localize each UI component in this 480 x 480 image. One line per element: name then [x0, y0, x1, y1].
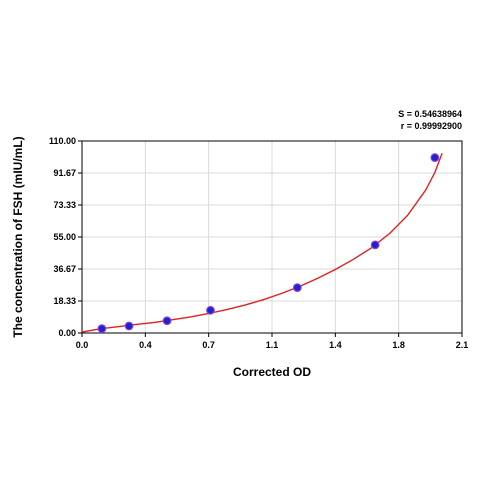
correlation-annotation: r = 0.99992900 — [401, 121, 462, 131]
x-tick-label: 2.1 — [456, 340, 469, 350]
x-tick-label: 0.7 — [202, 340, 215, 350]
x-tick-label: 1.8 — [392, 340, 405, 350]
y-tick-label: 55.00 — [53, 232, 76, 242]
y-tick-label: 110.00 — [49, 136, 76, 146]
plot-frame — [81, 140, 463, 334]
y-tick-label: 91.67 — [53, 168, 76, 178]
data-point — [162, 316, 172, 326]
y-tick-label: 36.67 — [53, 264, 76, 274]
y-tick-label: 0.00 — [58, 328, 76, 338]
grid-lines — [82, 141, 462, 333]
x-tick-label: 1.1 — [266, 340, 279, 350]
axes — [78, 140, 463, 337]
x-axis-title: Corrected OD — [233, 365, 311, 379]
data-point — [206, 305, 215, 315]
data-point — [124, 321, 134, 331]
data-point — [97, 324, 107, 334]
x-tick-label: 0.0 — [76, 340, 89, 350]
slope-annotation: S = 0.54638964 — [398, 109, 462, 119]
y-axis-title: The concentration of FSH (mIU/mL) — [11, 136, 25, 337]
fit-curve — [81, 152, 443, 333]
data-point — [370, 240, 380, 250]
y-tick-label: 18.33 — [53, 296, 76, 306]
y-tick-label: 73.33 — [53, 200, 76, 210]
x-tick-label: 1.4 — [329, 340, 342, 350]
x-tick-label: 0.4 — [139, 340, 152, 350]
data-points — [97, 153, 440, 334]
data-point — [292, 283, 302, 293]
data-point — [430, 153, 440, 162]
tick-labels: 0.0 0.4 0.7 1.1 1.4 1.8 2.1 0.00 18.33 36.67 55.00… — [49, 136, 468, 350]
fit-curve-group — [81, 152, 443, 333]
